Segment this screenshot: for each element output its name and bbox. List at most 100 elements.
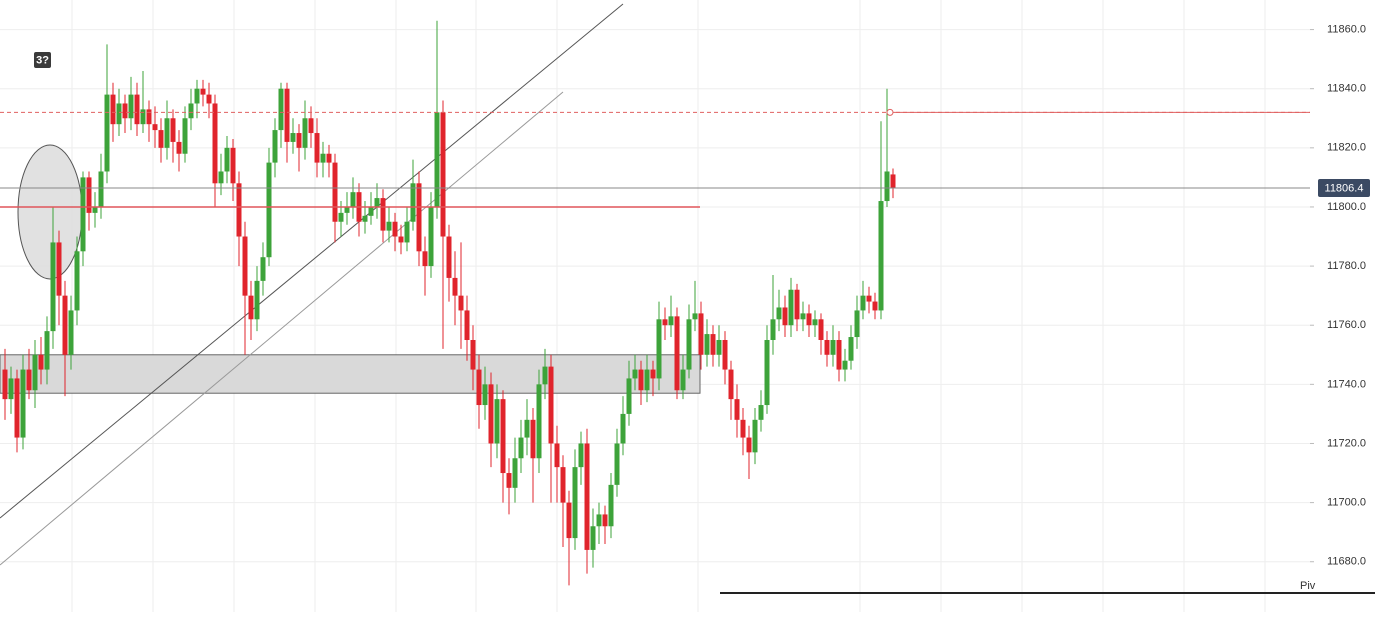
- candle-body: [716, 340, 722, 355]
- candle-body: [884, 171, 890, 202]
- candle-body: [236, 183, 242, 237]
- candle-body: [344, 206, 350, 213]
- candle-body: [458, 295, 464, 311]
- candle-body: [602, 514, 608, 527]
- candle-body: [440, 112, 446, 237]
- candle-body: [524, 419, 530, 438]
- candle-body: [866, 295, 872, 302]
- candle-body: [44, 331, 50, 370]
- y-tick-label: 11700.0: [1327, 497, 1366, 509]
- candle-body: [740, 419, 746, 438]
- candle-body: [404, 221, 410, 243]
- candle-body: [272, 130, 278, 163]
- candle-body: [164, 118, 170, 148]
- candle-body: [608, 484, 614, 527]
- candle-body: [536, 384, 542, 459]
- candle-body: [422, 251, 428, 267]
- candle-body: [446, 236, 452, 278]
- candle-body: [176, 141, 182, 154]
- candle-body: [710, 334, 716, 355]
- candle-body: [752, 419, 758, 453]
- candle-body: [560, 467, 566, 503]
- grid: [71, 0, 1266, 612]
- candle-body: [428, 206, 434, 267]
- candle-body: [644, 369, 650, 391]
- candle-body: [350, 192, 356, 207]
- candle-body: [158, 130, 164, 148]
- candle-body: [74, 251, 80, 311]
- candle-body: [14, 378, 20, 438]
- candle-body: [8, 378, 14, 400]
- candle-body: [500, 399, 506, 474]
- candle-body: [794, 289, 800, 320]
- candle-body: [554, 443, 560, 468]
- candle-body: [332, 162, 338, 222]
- candle-body: [146, 109, 152, 125]
- candle-body: [320, 153, 326, 163]
- candle-body: [614, 443, 620, 485]
- y-tick-label: 11820.0: [1327, 142, 1366, 154]
- candle-body: [800, 313, 806, 320]
- candle-body: [704, 334, 710, 355]
- candle-body: [782, 307, 788, 326]
- candle-body: [470, 340, 476, 370]
- candle-body: [734, 399, 740, 420]
- candle-body: [296, 133, 302, 148]
- candle-body: [188, 103, 194, 119]
- candle-body: [206, 94, 212, 104]
- candle-body: [104, 94, 110, 172]
- candle-body: [140, 109, 146, 125]
- candle-body: [746, 437, 752, 453]
- candle-body: [224, 147, 230, 172]
- candle-body: [806, 313, 812, 326]
- candle-body: [518, 437, 524, 459]
- candle-body: [854, 310, 860, 338]
- candle-body: [566, 502, 572, 539]
- candle-body: [674, 316, 680, 391]
- candle-body: [848, 337, 854, 361]
- candle-body: [68, 310, 74, 355]
- candle-body: [182, 118, 188, 154]
- badge: 3?: [36, 54, 49, 66]
- candle-body: [830, 340, 836, 355]
- y-tick-label: 11680.0: [1327, 556, 1366, 568]
- candle-body: [620, 413, 626, 444]
- candle-body: [20, 369, 26, 438]
- candle-body: [818, 319, 824, 340]
- candle-body: [728, 369, 734, 400]
- candle-body: [452, 277, 458, 296]
- candle-body: [530, 419, 536, 459]
- candle-body: [284, 88, 290, 142]
- candle-body: [110, 94, 116, 125]
- candle-body: [482, 384, 488, 406]
- pivot-label: Piv: [1300, 580, 1316, 592]
- candle-body: [374, 198, 380, 207]
- candle-body: [254, 280, 260, 320]
- y-tick-label: 11760.0: [1327, 319, 1366, 331]
- candle-body: [92, 206, 98, 213]
- candle-body: [596, 514, 602, 527]
- candle-body: [542, 366, 548, 385]
- candle-body: [686, 319, 692, 370]
- candle-body: [434, 112, 440, 207]
- candle-body: [308, 118, 314, 134]
- candle-body: [260, 257, 266, 281]
- candle-body: [386, 221, 392, 231]
- candle-body: [878, 201, 884, 311]
- candle-body: [662, 319, 668, 326]
- candle-body: [812, 319, 818, 326]
- candle-body: [302, 118, 308, 148]
- candle-body: [398, 236, 404, 243]
- candle-body: [122, 103, 128, 119]
- candle-body: [656, 319, 662, 379]
- candle-body: [362, 215, 368, 222]
- candle-body: [170, 118, 176, 142]
- overlays: [0, 108, 1310, 208]
- candle-body: [212, 103, 218, 184]
- candle-body: [488, 384, 494, 444]
- candle-body: [476, 369, 482, 406]
- candle-body: [788, 289, 794, 326]
- trend-line: [0, 3, 624, 519]
- candle-body: [572, 467, 578, 539]
- candle-body: [134, 94, 140, 125]
